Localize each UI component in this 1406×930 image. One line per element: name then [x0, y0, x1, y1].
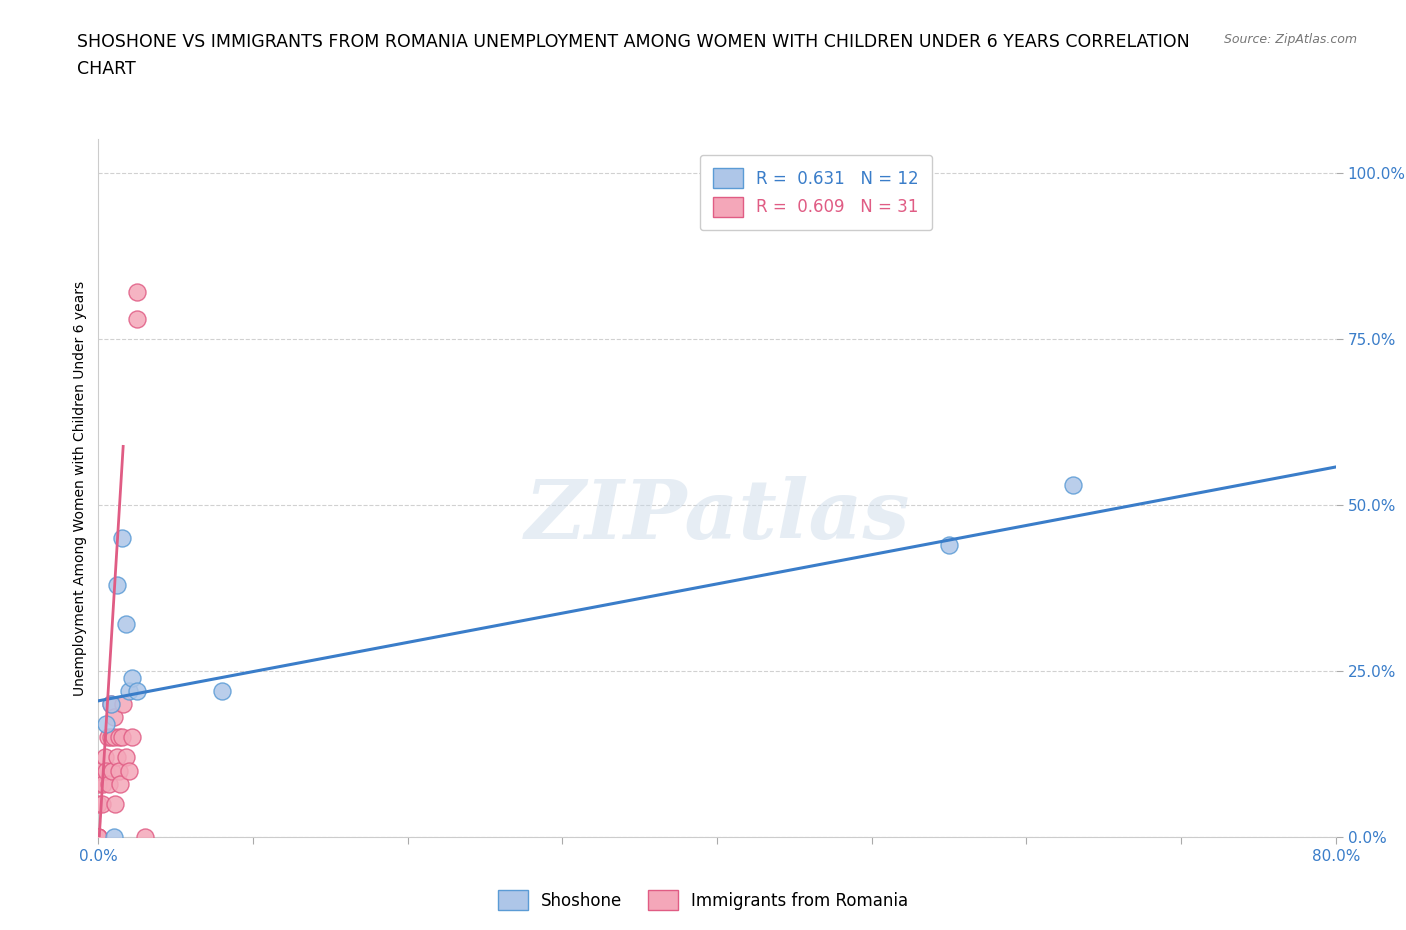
- Point: [87, 764, 110, 778]
- Point: [127, 312, 149, 326]
- Point: [127, 684, 149, 698]
- Point: [104, 796, 127, 811]
- Point: [111, 531, 132, 546]
- Point: [87, 830, 110, 844]
- Point: [101, 764, 124, 778]
- Text: SHOSHONE VS IMMIGRANTS FROM ROMANIA UNEMPLOYMENT AMONG WOMEN WITH CHILDREN UNDER: SHOSHONE VS IMMIGRANTS FROM ROMANIA UNEM…: [77, 33, 1189, 50]
- Point: [96, 717, 118, 732]
- Point: [103, 730, 125, 745]
- Point: [1062, 477, 1084, 492]
- Point: [111, 730, 132, 745]
- Point: [107, 764, 129, 778]
- Point: [938, 538, 960, 552]
- Point: [121, 671, 143, 685]
- Text: ZIPatlas: ZIPatlas: [524, 476, 910, 556]
- Point: [97, 730, 120, 745]
- Point: [103, 710, 125, 724]
- Point: [211, 684, 233, 698]
- Legend: Shoshone, Immigrants from Romania: Shoshone, Immigrants from Romania: [491, 884, 915, 917]
- Text: CHART: CHART: [77, 60, 136, 78]
- Y-axis label: Unemployment Among Women with Children Under 6 years: Unemployment Among Women with Children U…: [73, 281, 87, 696]
- Point: [87, 777, 110, 791]
- Point: [105, 750, 128, 764]
- Point: [87, 830, 110, 844]
- Point: [96, 764, 118, 778]
- Point: [115, 617, 138, 631]
- Point: [115, 750, 138, 764]
- Point: [98, 777, 121, 791]
- Point: [107, 730, 129, 745]
- Point: [87, 830, 110, 844]
- Point: [112, 697, 135, 711]
- Point: [118, 764, 141, 778]
- Point: [118, 684, 141, 698]
- Point: [103, 830, 125, 844]
- Point: [91, 777, 114, 791]
- Legend: R =  0.631   N = 12, R =  0.609   N = 31: R = 0.631 N = 12, R = 0.609 N = 31: [700, 154, 932, 231]
- Point: [134, 830, 156, 844]
- Point: [127, 285, 149, 299]
- Point: [105, 578, 128, 592]
- Text: Source: ZipAtlas.com: Source: ZipAtlas.com: [1223, 33, 1357, 46]
- Point: [121, 730, 143, 745]
- Point: [108, 777, 131, 791]
- Point: [100, 697, 122, 711]
- Point: [90, 796, 112, 811]
- Point: [100, 697, 122, 711]
- Point: [87, 796, 110, 811]
- Point: [87, 830, 110, 844]
- Point: [100, 730, 122, 745]
- Point: [93, 750, 115, 764]
